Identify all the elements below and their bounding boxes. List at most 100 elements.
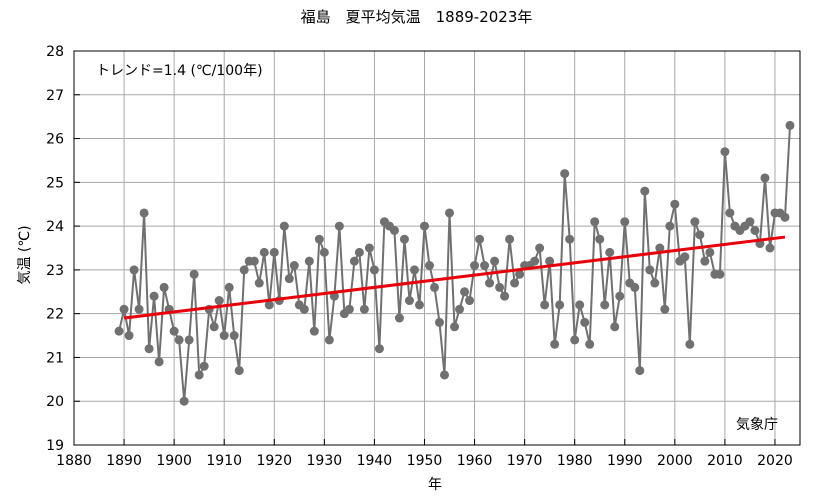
temperature-point (414, 300, 424, 310)
temperature-point (249, 256, 259, 266)
temperature-point (174, 335, 184, 345)
x-tick-label: 1950 (407, 453, 443, 469)
temperature-point (129, 265, 139, 275)
temperature-point (510, 278, 520, 288)
temperature-point (500, 291, 510, 301)
temperature-point (154, 357, 164, 367)
temperature-point (299, 304, 309, 314)
temperature-point (169, 326, 179, 336)
temperature-point (495, 282, 505, 292)
temperature-point (580, 317, 590, 327)
temperature-point (720, 147, 730, 157)
tick-labels: 1880 1890 1900 1910 1920 1930 1940 1950 1960 1970… (46, 44, 793, 469)
temperature-point (485, 278, 495, 288)
temperature-point (780, 212, 790, 222)
temperature-point (600, 300, 610, 310)
temperature-point (745, 217, 755, 227)
temperature-point (610, 322, 620, 332)
x-tick-label: 1910 (206, 453, 242, 469)
temperature-point (560, 169, 570, 179)
temperature-point (705, 247, 715, 257)
temperature-point (349, 256, 359, 266)
temperature-point (424, 261, 434, 271)
temperature-point (570, 335, 580, 345)
temperature-point (530, 256, 540, 266)
y-tick-label: 20 (46, 394, 64, 410)
temperature-point (334, 221, 344, 231)
temperature-point (189, 269, 199, 279)
temperature-point (399, 234, 409, 244)
temperature-point (369, 265, 379, 275)
temperature-point (224, 282, 234, 292)
y-tick-label: 26 (46, 132, 64, 148)
temperature-point (535, 243, 545, 253)
temperature-point (665, 221, 675, 231)
temperature-point (394, 313, 404, 323)
temperature-point (364, 243, 374, 253)
temperature-point (159, 282, 169, 292)
temperature-point (480, 261, 490, 271)
x-tick-label: 1920 (256, 453, 292, 469)
temperature-point (620, 217, 630, 227)
temperature-point (194, 370, 204, 380)
temperature-point (470, 261, 480, 271)
x-tick-label: 1880 (56, 453, 92, 469)
x-tick-label: 2010 (707, 453, 743, 469)
temperature-point (314, 234, 324, 244)
trend-series (123, 235, 786, 320)
temperature-point (445, 208, 455, 218)
y-tick-label: 23 (46, 263, 64, 279)
temperature-point (565, 234, 575, 244)
temperature-point (179, 396, 189, 406)
temperature-point (690, 217, 700, 227)
temperature-point (435, 317, 445, 327)
temperature-point (700, 256, 710, 266)
temperature-point (214, 296, 224, 306)
x-tick-label: 1900 (156, 453, 192, 469)
x-tick-label: 1980 (557, 453, 593, 469)
x-tick-label: 1890 (106, 453, 142, 469)
temperature-point (404, 296, 414, 306)
temperature-point (760, 173, 770, 183)
temperature-point (540, 300, 550, 310)
temperature-point (475, 234, 485, 244)
trend-line (123, 235, 786, 320)
temperature-point (575, 300, 585, 310)
temperature-point (450, 322, 460, 332)
temperature-point (114, 326, 124, 336)
temperature-point (419, 221, 429, 231)
temperature-point (309, 326, 319, 336)
temperature-point (219, 331, 229, 341)
temperature-point (304, 256, 314, 266)
temperature-point (490, 256, 500, 266)
x-tick-label: 1940 (357, 453, 393, 469)
y-tick-label: 28 (46, 44, 64, 60)
temperature-point (440, 370, 450, 380)
chart-title: 福島 夏平均気温 1889-2023年 (300, 8, 533, 26)
temperature-point (785, 120, 795, 130)
temperature-point (279, 221, 289, 231)
temperature-point (615, 291, 625, 301)
temperature-point (199, 361, 209, 371)
temperature-point (239, 265, 249, 275)
temperature-point (289, 261, 299, 271)
temperature-point (184, 335, 194, 345)
plot-frame (73, 50, 801, 446)
temperature-point (590, 217, 600, 227)
data-series (114, 120, 795, 406)
y-tick-label: 27 (46, 88, 64, 104)
temperature-point (545, 256, 555, 266)
temperature-point (550, 339, 560, 349)
temperature-point (465, 296, 475, 306)
temperature-point (670, 199, 680, 209)
temperature-line (118, 125, 791, 402)
temperature-point (409, 265, 419, 275)
temperature-point (765, 243, 775, 253)
temperature-point (635, 366, 645, 376)
temperature-point (119, 304, 129, 314)
x-tick-label: 2000 (657, 453, 693, 469)
temperature-point (515, 269, 525, 279)
source-label: 気象庁 (736, 417, 778, 433)
temperature-point (429, 282, 439, 292)
temperature-point (149, 291, 159, 301)
